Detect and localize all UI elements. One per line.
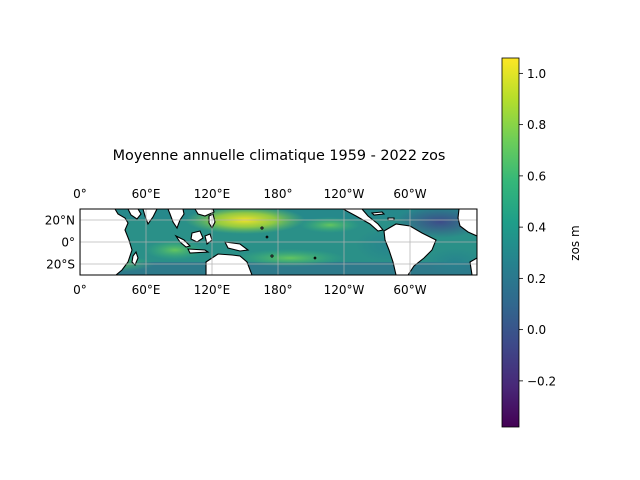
lon-label-top: 180° bbox=[264, 187, 293, 201]
lon-label-top: 0° bbox=[73, 187, 87, 201]
lat-label: 20°S bbox=[46, 258, 75, 272]
colorbar-tick-label: −0.2 bbox=[527, 374, 556, 388]
lon-label-bottom: 120°W bbox=[324, 283, 365, 297]
colorbar-tick-label: 0.0 bbox=[527, 323, 546, 337]
lon-label-bottom: 0° bbox=[73, 283, 87, 297]
arabia-shape bbox=[127, 209, 142, 220]
india-shape bbox=[142, 209, 158, 226]
lon-label-top: 120°E bbox=[194, 187, 231, 201]
sea-level-field bbox=[80, 209, 477, 275]
indochina-shape bbox=[167, 209, 185, 230]
west-africa-shape bbox=[457, 209, 477, 237]
java-shape bbox=[187, 248, 210, 254]
colorbar-tick-label: 0.8 bbox=[527, 118, 546, 132]
colorbar-tick-label: 1.0 bbox=[527, 67, 546, 81]
lon-label-top: 60°E bbox=[132, 187, 161, 201]
lon-label-bottom: 180° bbox=[264, 283, 293, 297]
longitude-labels-top: 0° 60°E 120°E 180° 120°W 60°W bbox=[73, 187, 427, 201]
colorbar-tick-label: 0.6 bbox=[527, 169, 546, 183]
australia-shape bbox=[205, 253, 253, 275]
chart-title: Moyenne annuelle climatique 1959 - 2022 … bbox=[113, 148, 446, 164]
lat-label: 20°N bbox=[45, 214, 75, 228]
colorbar: 1.0 0.8 0.6 0.4 0.2 0.0 −0.2 zos m bbox=[501, 57, 582, 428]
lon-label-top: 120°W bbox=[324, 187, 365, 201]
lon-label-bottom: 60°E bbox=[132, 283, 161, 297]
lat-label: 0° bbox=[61, 236, 75, 250]
latitude-labels-left: 20°N 0° 20°S bbox=[45, 214, 75, 272]
colorbar-tick-label: 0.2 bbox=[527, 272, 546, 286]
madagascar-shape bbox=[131, 250, 139, 266]
sumatra-shape bbox=[174, 234, 192, 248]
longitude-labels-bottom: 0° 60°E 120°E 180° 120°W 60°W bbox=[73, 283, 427, 297]
colorbar-ramp bbox=[501, 57, 520, 428]
lon-label-top: 60°W bbox=[393, 187, 426, 201]
colorbar-ticks: 1.0 0.8 0.6 0.4 0.2 0.0 −0.2 bbox=[519, 67, 556, 388]
china-coast-shape bbox=[194, 209, 215, 217]
colorbar-label: zos m bbox=[568, 225, 582, 260]
map-panel: 0° 60°E 120°E 180° 120°W 60°W 0° 60°E 120°E 180°… bbox=[45, 187, 478, 297]
map-frame bbox=[79, 208, 478, 276]
new-guinea-shape bbox=[224, 241, 250, 252]
colorbar-tick-label: 0.4 bbox=[527, 221, 546, 235]
lon-label-bottom: 120°E bbox=[194, 283, 231, 297]
map-gridlines bbox=[80, 209, 477, 275]
lon-label-bottom: 60°W bbox=[393, 283, 426, 297]
borneo-shape bbox=[190, 230, 204, 243]
warm-pool-region bbox=[185, 209, 305, 234]
